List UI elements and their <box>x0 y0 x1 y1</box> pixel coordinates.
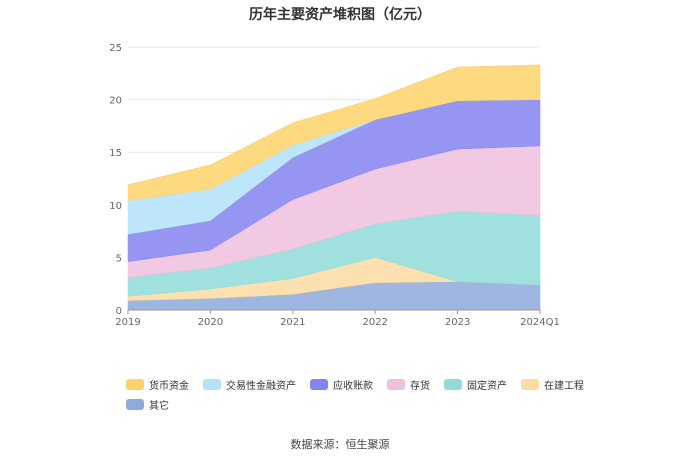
legend-label: 固定资产 <box>467 380 507 392</box>
legend: 货币资金 交易性金融资产 应收账款 存货 固定资产 在建工程其它 <box>126 377 586 412</box>
legend-label: 在建工程 <box>544 380 584 392</box>
area-layers <box>127 64 541 311</box>
legend-label: 应收账款 <box>333 380 373 392</box>
legend-item[interactable]: 固定资产 <box>444 377 507 392</box>
x-tick-label: 2022 <box>362 317 387 328</box>
legend-swatch <box>126 398 144 410</box>
legend-label: 货币资金 <box>149 380 189 392</box>
legend-item[interactable]: 在建工程 <box>521 377 584 392</box>
x-tick-label: 2019 <box>115 317 140 328</box>
x-tick-label: 2021 <box>280 317 305 328</box>
y-tick-label: 25 <box>109 43 122 54</box>
legend-item[interactable]: 存货 <box>387 377 430 392</box>
legend-item[interactable]: 货币资金 <box>126 377 189 392</box>
y-tick-label: 5 <box>116 253 122 264</box>
legend-label: 其它 <box>149 400 169 412</box>
legend-swatch <box>203 378 221 390</box>
legend-swatch <box>387 378 405 390</box>
x-tick-label: 2024Q1 <box>520 317 560 328</box>
stacked-area-chart: 0 5 10 15 20 25 2019 2020 2021 2022 2023 2024Q1 <box>109 43 560 328</box>
area-series-6 <box>127 64 541 201</box>
y-tick-label: 0 <box>116 306 122 317</box>
legend-item[interactable]: 其它 <box>126 397 169 412</box>
legend-label: 存货 <box>410 380 430 392</box>
x-tick-label: 2020 <box>198 317 223 328</box>
chart-title: 历年主要资产堆积图（亿元） <box>249 7 431 23</box>
legend-swatch <box>310 378 328 390</box>
y-tick-label: 20 <box>109 96 122 107</box>
y-tick-label: 10 <box>109 201 122 212</box>
legend-label: 交易性金融资产 <box>226 380 296 392</box>
legend-item[interactable]: 应收账款 <box>310 377 373 392</box>
x-tick-label: 2023 <box>445 317 470 328</box>
data-source: 数据来源：恒生聚源 <box>290 438 390 451</box>
axes: 0 5 10 15 20 25 2019 2020 2021 2022 2023 2024Q1 <box>109 43 560 328</box>
legend-swatch <box>126 378 144 390</box>
legend-swatch <box>444 378 462 390</box>
legend-swatch <box>521 378 539 390</box>
legend-item[interactable]: 交易性金融资产 <box>203 377 296 392</box>
y-tick-label: 15 <box>109 148 122 159</box>
